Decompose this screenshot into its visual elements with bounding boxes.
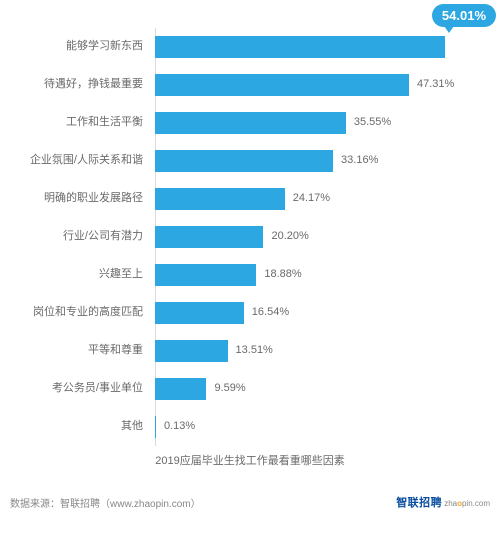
bar-track: 0.13% xyxy=(155,416,490,438)
bars-container: 能够学习新东西待遇好，挣钱最重要 47.31% 工作和生活平衡 35.55% 企业氛围/… xyxy=(0,28,500,446)
value-label: 13.51% xyxy=(236,344,273,356)
bar xyxy=(155,226,263,248)
category-label: 其他 xyxy=(0,420,155,433)
value-label: 0.13% xyxy=(164,420,195,432)
bar-row: 明确的职业发展路径 24.17% xyxy=(0,180,500,218)
bar-row: 行业/公司有潜力 20.20% xyxy=(0,218,500,256)
bar-row: 平等和尊重 13.51% xyxy=(0,332,500,370)
category-label: 明确的职业发展路径 xyxy=(0,192,155,205)
bar-track: 33.16% xyxy=(155,150,490,172)
category-label: 企业氛围/人际关系和谐 xyxy=(0,154,155,167)
category-label: 工作和生活平衡 xyxy=(0,116,155,129)
logo-zh: 智联招聘 xyxy=(396,494,442,510)
bar xyxy=(155,150,333,172)
bar-row: 待遇好，挣钱最重要 47.31% xyxy=(0,66,500,104)
bar xyxy=(155,340,228,362)
value-label: 35.55% xyxy=(354,116,391,128)
bar-row: 考公务员/事业单位 9.59% xyxy=(0,370,500,408)
value-label: 20.20% xyxy=(271,230,308,242)
bar xyxy=(155,112,346,134)
category-label: 平等和尊重 xyxy=(0,344,155,357)
bar-row: 岗位和专业的高度匹配 16.54% xyxy=(0,294,500,332)
category-label: 兴趣至上 xyxy=(0,268,155,281)
bar xyxy=(155,264,256,286)
bar xyxy=(155,302,244,324)
bar-track: 24.17% xyxy=(155,188,490,210)
chart-subtitle: 2019应届毕业生找工作最看重哪些因素 xyxy=(0,452,500,468)
category-label: 能够学习新东西 xyxy=(0,40,155,53)
bar-row: 工作和生活平衡 35.55% xyxy=(0,104,500,142)
source-row: 数据来源：智联招聘（www.zhaopin.com） 智联招聘 zhaopin.… xyxy=(0,480,500,510)
source-name: 智联招聘 xyxy=(60,499,100,510)
highlight-bubble: 54.01% xyxy=(432,4,496,27)
category-label: 考公务员/事业单位 xyxy=(0,382,155,395)
value-label: 24.17% xyxy=(293,192,330,204)
value-label: 47.31% xyxy=(417,78,454,90)
logo-en: zhaopin.com xyxy=(444,499,490,508)
bar-track: 35.55% xyxy=(155,112,490,134)
value-label: 16.54% xyxy=(252,306,289,318)
bar xyxy=(155,74,409,96)
bar-row: 兴趣至上 18.88% xyxy=(0,256,500,294)
bar-row: 能够学习新东西 xyxy=(0,28,500,66)
zhaopin-logo: 智联招聘 zhaopin.com xyxy=(396,494,490,510)
bar-row: 其他 0.13% xyxy=(0,408,500,446)
source-text: 数据来源：智联招聘（www.zhaopin.com） xyxy=(10,495,201,510)
bar-track xyxy=(155,36,490,58)
value-label: 9.59% xyxy=(214,382,245,394)
value-label: 18.88% xyxy=(264,268,301,280)
bar-track: 13.51% xyxy=(155,340,490,362)
bar-track: 9.59% xyxy=(155,378,490,400)
bar-track: 16.54% xyxy=(155,302,490,324)
source-url: （www.zhaopin.com） xyxy=(100,499,201,510)
bar xyxy=(155,188,285,210)
bar xyxy=(155,378,206,400)
bar-chart: 能够学习新东西待遇好，挣钱最重要 47.31% 工作和生活平衡 35.55% 企业氛围/… xyxy=(0,0,500,480)
category-label: 待遇好，挣钱最重要 xyxy=(0,78,155,91)
bar-track: 47.31% xyxy=(155,74,490,96)
bar xyxy=(155,416,156,438)
category-label: 行业/公司有潜力 xyxy=(0,230,155,243)
bar-row: 企业氛围/人际关系和谐 33.16% xyxy=(0,142,500,180)
source-prefix: 数据来源： xyxy=(10,499,60,510)
bar-track: 20.20% xyxy=(155,226,490,248)
category-label: 岗位和专业的高度匹配 xyxy=(0,306,155,319)
bar xyxy=(155,36,445,58)
bar-track: 18.88% xyxy=(155,264,490,286)
value-label: 33.16% xyxy=(341,154,378,166)
